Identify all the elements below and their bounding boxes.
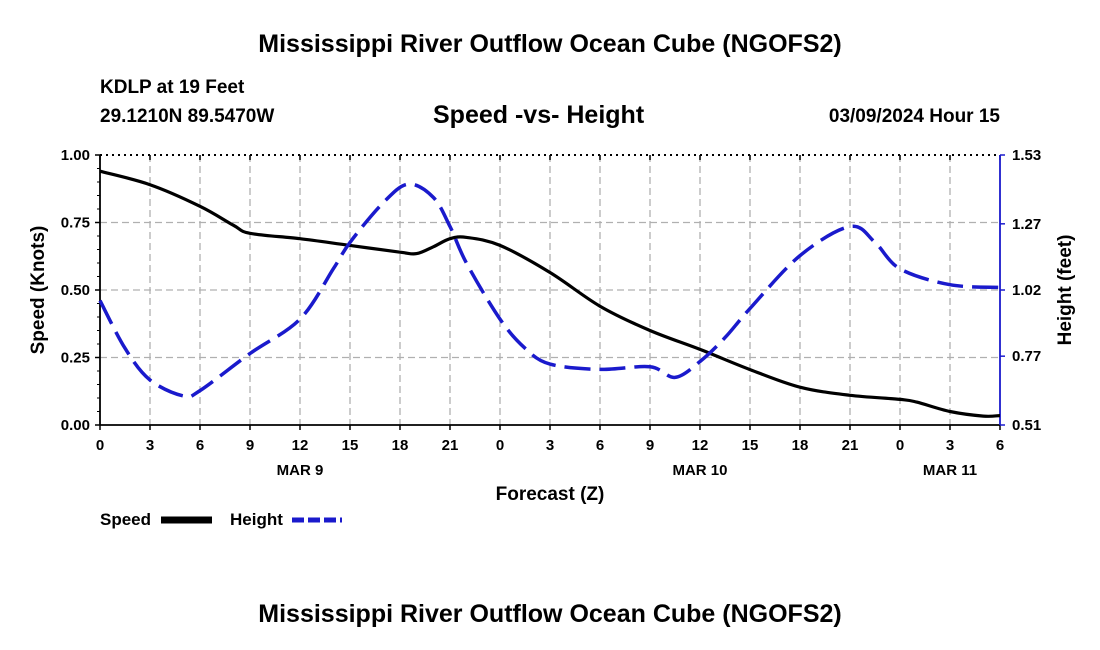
y-tick-label: 0.00: [61, 417, 90, 434]
x-tick-label: 18: [792, 437, 809, 454]
x-tick-label: 21: [842, 437, 859, 454]
x-tick-label: 9: [246, 437, 254, 454]
y2-tick-label: 1.02: [1012, 282, 1041, 299]
axes-frame: [95, 154, 1005, 430]
y-tick-label: 0.50: [61, 282, 90, 299]
x-tick-label: 6: [596, 437, 604, 454]
x-tick-label: 15: [342, 437, 359, 454]
footer-title: Mississippi River Outflow Ocean Cube (NG…: [258, 600, 842, 628]
series-layer: [98, 169, 1001, 418]
y-tick-label: 1.00: [61, 147, 90, 164]
station-label: KDLP at 19 Feet: [100, 77, 245, 98]
x-tick-label: 6: [196, 437, 204, 454]
legend: Speed Height: [100, 510, 342, 529]
page-title: Mississippi River Outflow Ocean Cube (NG…: [258, 30, 842, 58]
x-tick-label: 9: [646, 437, 654, 454]
x-tick-label: 15: [742, 437, 759, 454]
y-tick-label: 0.75: [61, 215, 90, 232]
date-label: MAR 10: [672, 462, 727, 479]
y2-axis-title: Height (feet): [1055, 235, 1076, 346]
y2-tick-label: 0.77: [1012, 348, 1041, 365]
y-tick-label: 0.25: [61, 350, 90, 367]
speed-height-chart: 0 3 6 9 12 15 18 21 0 3 6 9 12 15 18 21 0 3 6 0.00 0.25 0.50 0…: [28, 147, 1076, 529]
x-tick-label: 18: [392, 437, 409, 454]
x-tick-label: 21: [442, 437, 459, 454]
x-tick-label: 6: [996, 437, 1004, 454]
station-coords: 29.1210N 89.5470W: [100, 106, 275, 127]
legend-speed-label: Speed: [100, 510, 151, 529]
grid-layer: [100, 155, 1000, 425]
x-tick-label: 12: [292, 437, 309, 454]
y2-tick-label: 1.27: [1012, 216, 1041, 233]
x-tick-label: 3: [546, 437, 554, 454]
x-tick-label: 3: [946, 437, 954, 454]
forecast-datetime: 03/09/2024 Hour 15: [828, 106, 1000, 127]
tick-labels: 0 3 6 9 12 15 18 21 0 3 6 9 12 15 18 21 0 3 6 0.00 0.25 0.50 0…: [61, 147, 1041, 479]
x-tick-label: 0: [896, 437, 904, 454]
x-tick-label: 0: [96, 437, 104, 454]
x-tick-label: 0: [496, 437, 504, 454]
series-line-height: [98, 182, 1001, 399]
y2-tick-label: 1.53: [1012, 147, 1041, 164]
chart-title: Speed -vs- Height: [433, 101, 645, 129]
x-tick-label: 12: [692, 437, 709, 454]
legend-height-label: Height: [230, 510, 283, 529]
x-tick-label: 3: [146, 437, 154, 454]
series-line-speed: [99, 169, 1001, 418]
date-label: MAR 11: [923, 462, 977, 479]
y2-tick-label: 0.51: [1012, 417, 1041, 434]
date-label: MAR 9: [277, 462, 324, 479]
x-axis-title: Forecast (Z): [496, 484, 605, 505]
y-axis-title: Speed (Knots): [28, 226, 49, 355]
